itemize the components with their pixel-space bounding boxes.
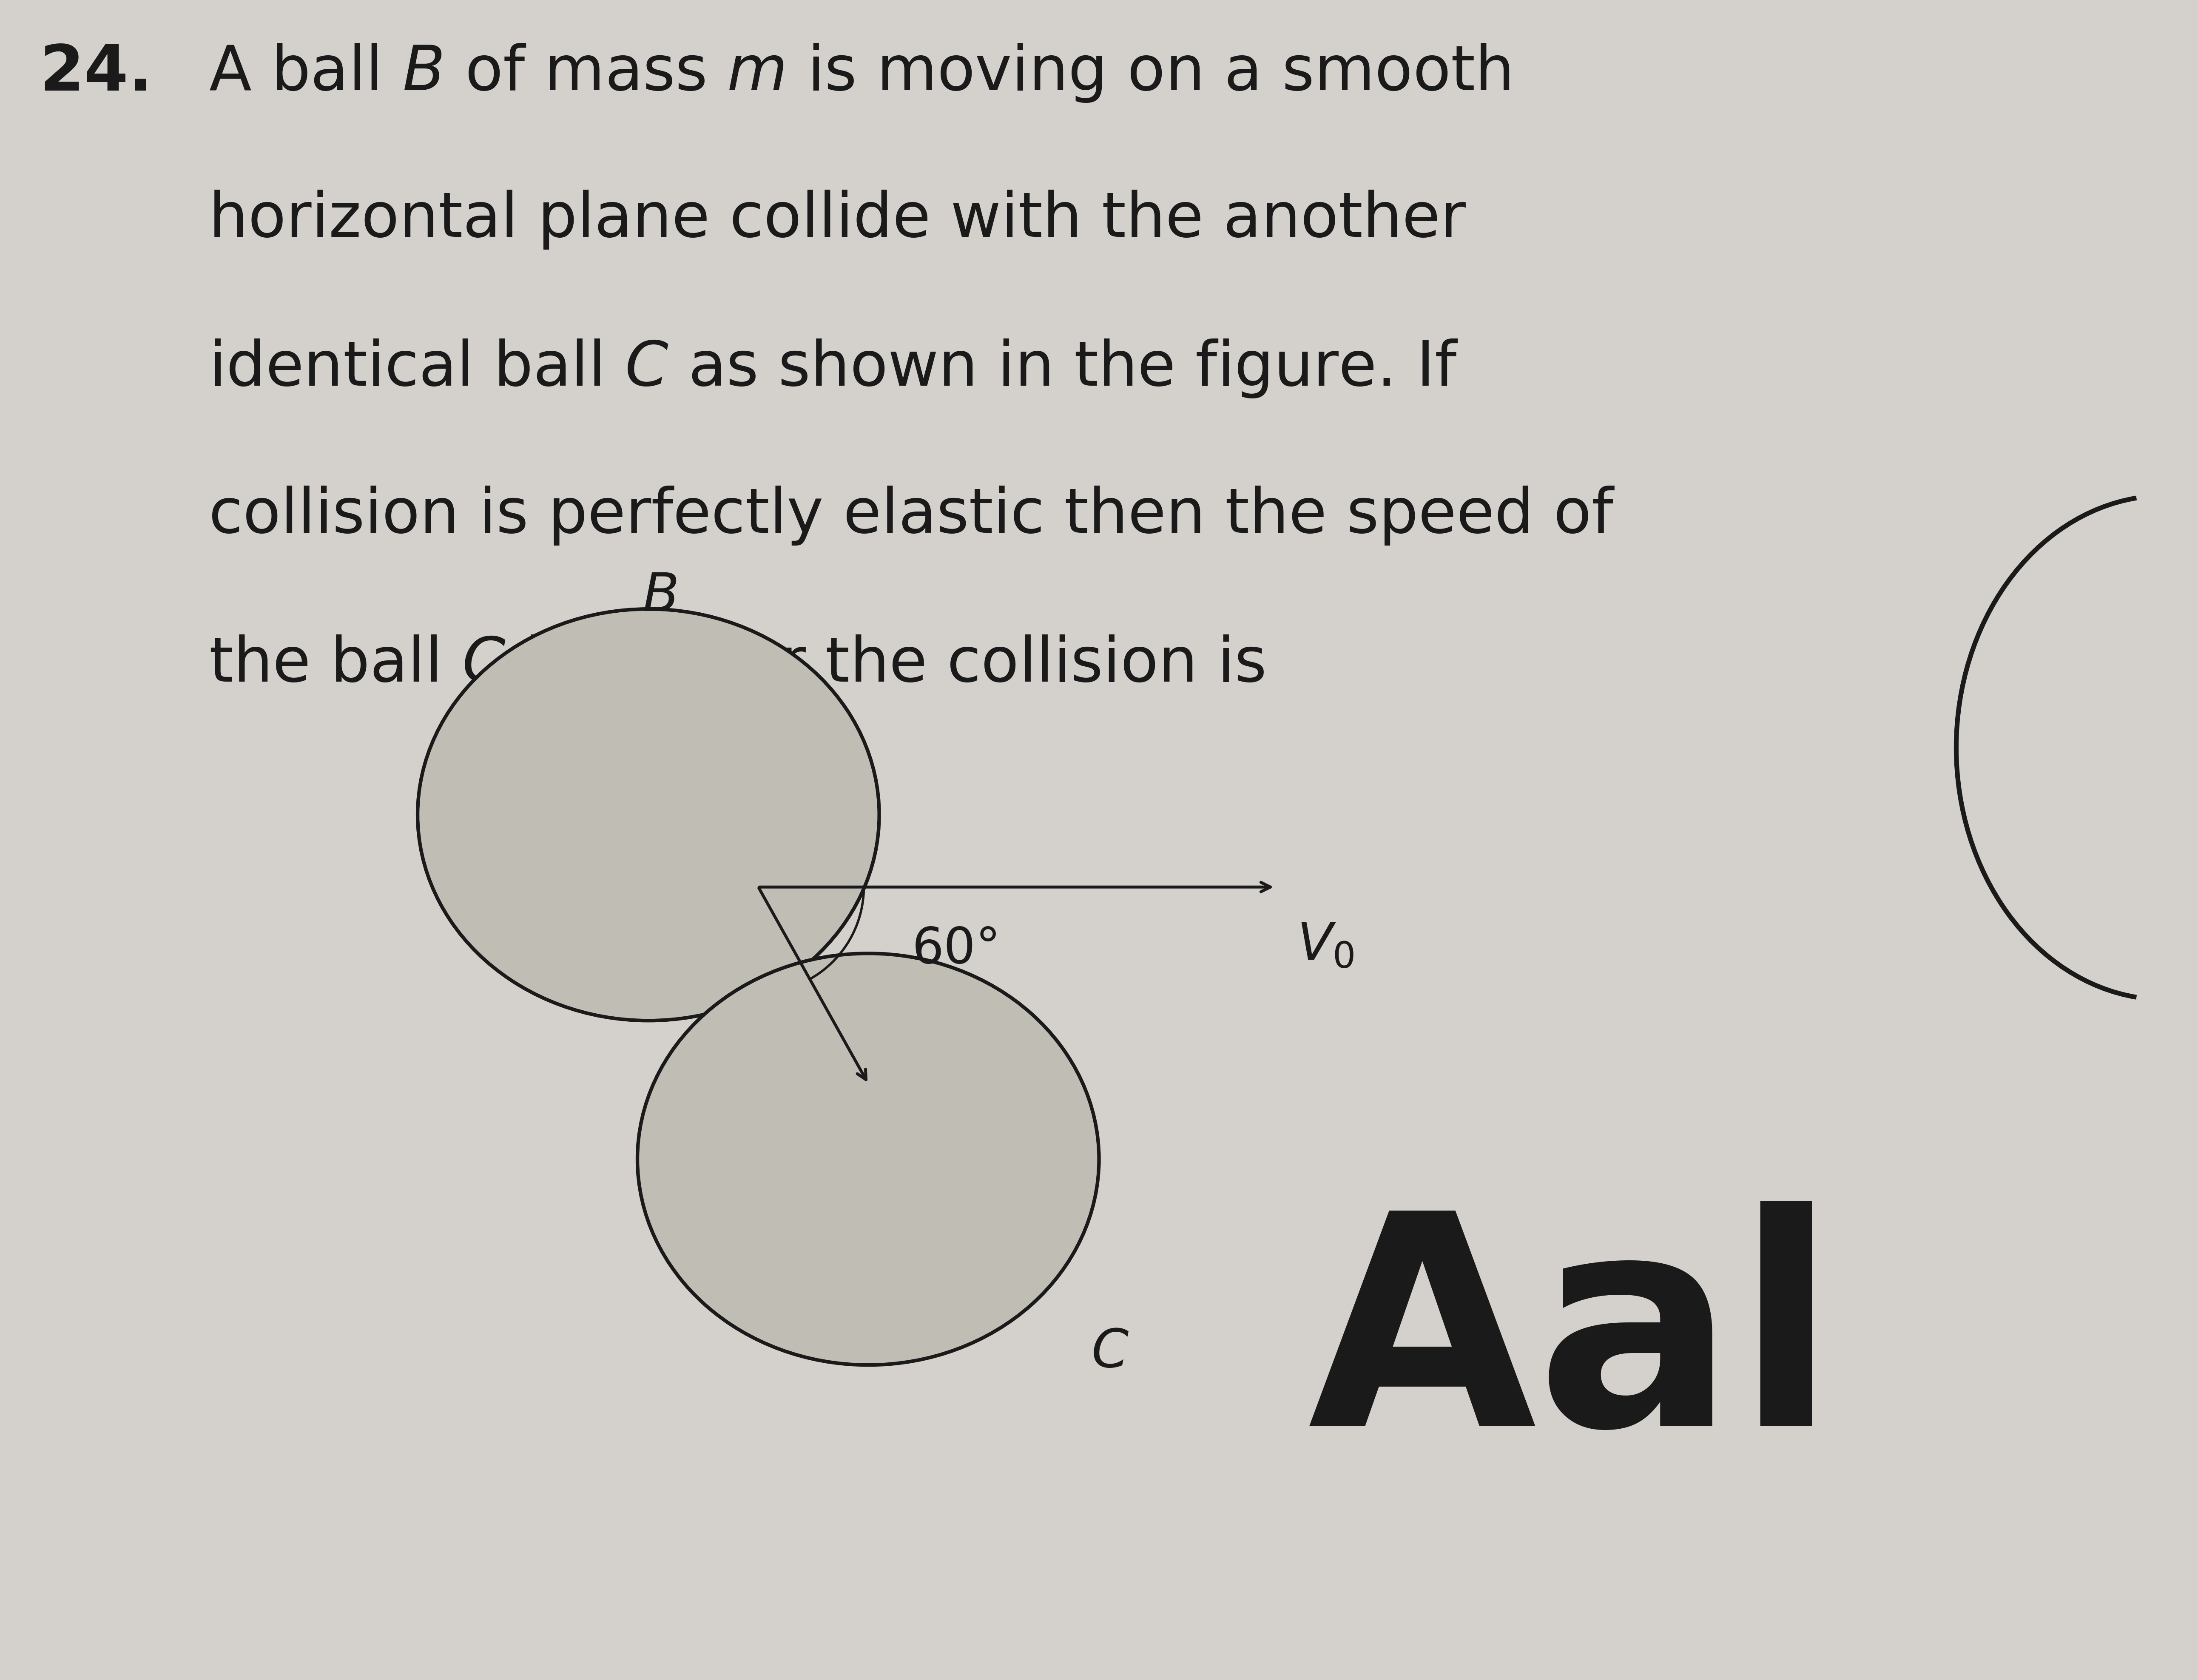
Text: horizontal plane collide with the another: horizontal plane collide with the anothe… [209,190,1466,250]
Text: A ball $B$ of mass $m$ is moving on a smooth: A ball $B$ of mass $m$ is moving on a sm… [209,42,1510,104]
Text: Aal: Aal [1308,1201,1838,1487]
Text: collision is perfectly elastic then the speed of: collision is perfectly elastic then the … [209,486,1613,546]
Text: the ball $C$ just after the collision is: the ball $C$ just after the collision is [209,633,1264,696]
Ellipse shape [637,954,1099,1364]
Text: identical ball $C$ as shown in the figure. If: identical ball $C$ as shown in the figur… [209,338,1457,400]
Text: 24.: 24. [40,42,152,104]
Text: $V_0$: $V_0$ [1297,921,1354,971]
Ellipse shape [418,608,879,1020]
Text: 60°: 60° [912,924,1000,974]
Text: $B$: $B$ [642,571,677,622]
Text: $C$: $C$ [1090,1327,1130,1378]
